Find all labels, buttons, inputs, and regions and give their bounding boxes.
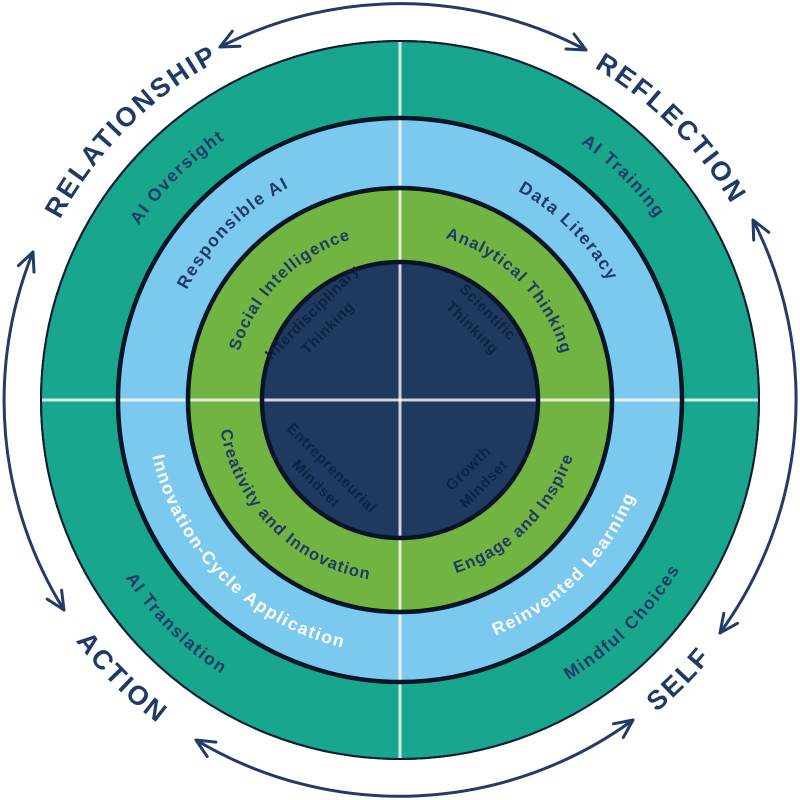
separator-inner-core [259,259,541,541]
outer-edge-outline [40,40,760,760]
cycle-arrow-top [218,2,588,52]
ring-separators [40,40,760,760]
arrowhead-top-right [564,32,588,52]
arrowhead-left-bottom [45,588,66,612]
arrowhead-left-top [16,250,36,274]
arrowhead-top-left [218,29,242,49]
arrowhead-bottom-left [194,738,218,759]
arrowhead-bottom-right [611,718,635,739]
separator-middle-inner [185,185,615,615]
cycle-arrow-bottom [194,718,635,798]
separator-outer-middle [115,115,685,685]
arrowhead-right-bottom [718,611,739,635]
arrowhead-right-top [751,218,771,242]
cycle-arrow-left [2,250,66,612]
cycle-arrow-right [718,218,798,635]
